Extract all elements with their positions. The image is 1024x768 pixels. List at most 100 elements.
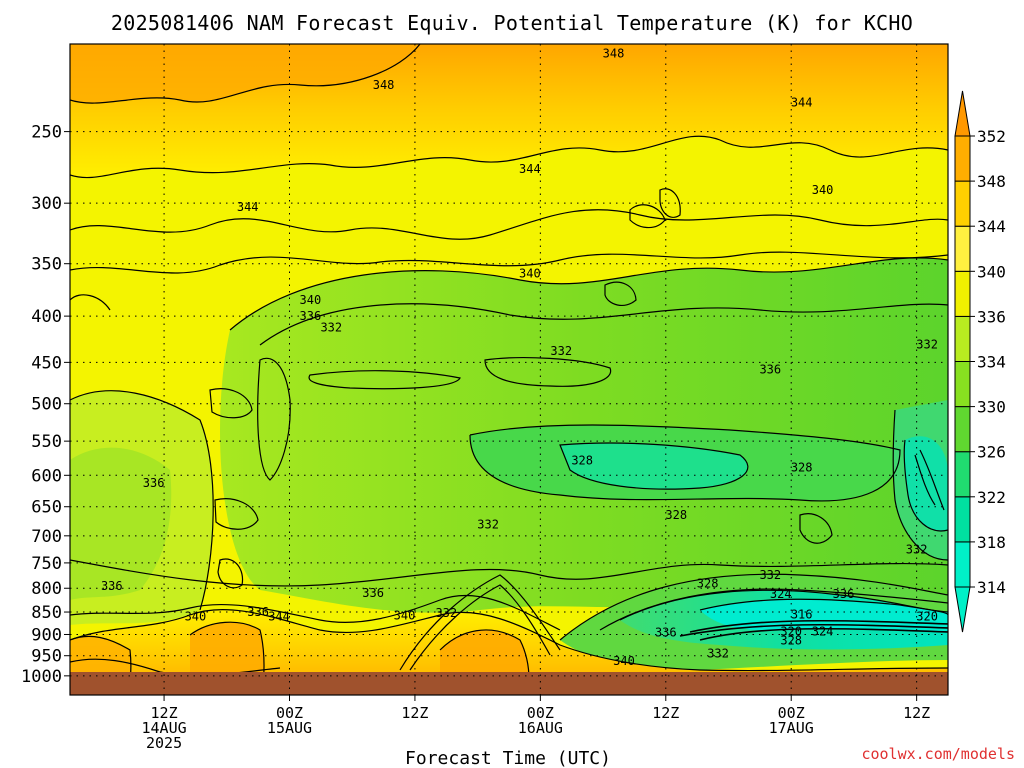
colorbar: 314 318 322 326 330 334 336 340 344 348 352 xyxy=(954,90,1006,633)
plot-frame xyxy=(69,43,949,696)
contour-label: 336 xyxy=(759,362,781,376)
y-tick-label: 300 xyxy=(31,194,62,214)
contour-label: 332 xyxy=(477,517,499,531)
contour-label: 344 xyxy=(791,95,813,109)
y-axis: 2503003504004505005506006507007508008509… xyxy=(21,123,70,687)
colorbar-label: 344 xyxy=(977,217,1006,236)
y-tick-label: 600 xyxy=(31,466,62,486)
colorbar-label: 334 xyxy=(977,353,1006,372)
colorbar-segment xyxy=(954,406,971,453)
x-tick-label: 17AUG xyxy=(769,719,814,737)
contour-label: 324 xyxy=(812,624,834,638)
y-tick-label: 650 xyxy=(31,498,62,518)
contour-label: 340 xyxy=(613,654,635,668)
colorbar-segment xyxy=(954,315,971,362)
x-tick-label: 15AUG xyxy=(267,719,312,737)
contour-label: 328 xyxy=(697,576,719,590)
colorbar-segment xyxy=(954,270,971,317)
colorbar-label: 326 xyxy=(977,443,1006,462)
colorbar-label: 348 xyxy=(977,172,1006,191)
contour-label: 320 xyxy=(780,624,802,638)
contour-label: 348 xyxy=(603,47,625,61)
y-tick-label: 700 xyxy=(31,527,62,547)
contour-label: 348 xyxy=(373,78,395,92)
x-tick-label: 12Z xyxy=(151,704,178,722)
contour-label: 340 xyxy=(394,608,416,622)
contour-label: 332 xyxy=(320,321,342,335)
contour-label: 332 xyxy=(550,344,572,358)
x-tick-label: 12Z xyxy=(401,704,428,722)
terrain-below-ground xyxy=(70,672,948,695)
y-tick-label: 1000 xyxy=(21,667,62,687)
contour-label: 328 xyxy=(791,460,813,474)
equiv-potential-temperature-field xyxy=(70,44,948,695)
site-credit: coolwx.com/models xyxy=(861,745,1015,763)
colorbar-segment xyxy=(954,180,971,227)
contour-label: 340 xyxy=(812,183,834,197)
contour-label: 336 xyxy=(101,579,123,593)
y-tick-label: 500 xyxy=(31,395,62,415)
grid-lines xyxy=(70,44,948,695)
contour-label: 336 xyxy=(300,309,322,323)
contour-label: 328 xyxy=(571,454,593,468)
colorbar-label: 352 xyxy=(977,127,1006,146)
colorbar-label: 322 xyxy=(977,488,1006,507)
contour-label: 332 xyxy=(916,338,938,352)
x-tick-label: 00Z xyxy=(276,704,303,722)
contour-label: 340 xyxy=(185,610,207,624)
contour-label: 328 xyxy=(665,508,687,522)
contour-label: 332 xyxy=(906,543,928,557)
contour-label: 332 xyxy=(707,647,729,661)
y-tick-label: 900 xyxy=(31,625,62,645)
contour-label: 332 xyxy=(759,568,781,582)
contour-label: 344 xyxy=(519,162,541,176)
x-tick-label: 12Z xyxy=(903,704,930,722)
x-tick-label: 00Z xyxy=(778,704,805,722)
colorbar-extend-low xyxy=(954,586,971,633)
x-tick-label: 00Z xyxy=(527,704,554,722)
contour-label: 344 xyxy=(268,610,290,624)
contour-label: 336 xyxy=(833,587,855,601)
contour-label: 340 xyxy=(300,293,322,307)
y-tick-label: 750 xyxy=(31,554,62,574)
colorbar-label: 318 xyxy=(977,533,1006,552)
y-tick-label: 550 xyxy=(31,432,62,452)
x-tick-label: 14AUG xyxy=(141,719,186,737)
x-axis-title: Forecast Time (UTC) xyxy=(405,748,611,768)
colorbar-extend-high xyxy=(954,90,971,137)
contour-label: 336 xyxy=(143,476,165,490)
contour-label: 336 xyxy=(362,586,384,600)
colorbar-segment xyxy=(954,225,971,272)
colorbar-label: 314 xyxy=(977,578,1006,597)
colorbar-label: 336 xyxy=(977,307,1006,326)
y-tick-label: 450 xyxy=(31,353,62,373)
colorbar-label: 330 xyxy=(977,398,1006,417)
contour-label: 316 xyxy=(791,607,813,621)
contour-label: 320 xyxy=(916,610,938,624)
colorbar-segment xyxy=(954,496,971,543)
contour-label: 336 xyxy=(247,605,269,619)
x-tick-label: 12Z xyxy=(652,704,679,722)
contour-label: 332 xyxy=(435,606,457,620)
y-tick-label: 850 xyxy=(31,603,62,623)
y-tick-label: 400 xyxy=(31,307,62,327)
colorbar-segment xyxy=(954,361,971,408)
colorbar-segment xyxy=(954,135,971,182)
x-tick-label: 16AUG xyxy=(518,719,563,737)
y-tick-label: 950 xyxy=(31,647,62,667)
y-tick-label: 350 xyxy=(31,255,62,275)
y-tick-label: 250 xyxy=(31,123,62,143)
colorbar-segment xyxy=(954,451,971,498)
colorbar-segment xyxy=(954,541,971,588)
contour-label: 340 xyxy=(519,267,541,281)
contour-label: 324 xyxy=(770,587,792,601)
x-tick-label: 2025 xyxy=(146,734,182,752)
y-tick-label: 800 xyxy=(31,579,62,599)
colorbar-label: 340 xyxy=(977,262,1006,281)
chart-title: 2025081406 NAM Forecast Equiv. Potential… xyxy=(111,11,913,35)
contour-label: 336 xyxy=(655,625,677,639)
